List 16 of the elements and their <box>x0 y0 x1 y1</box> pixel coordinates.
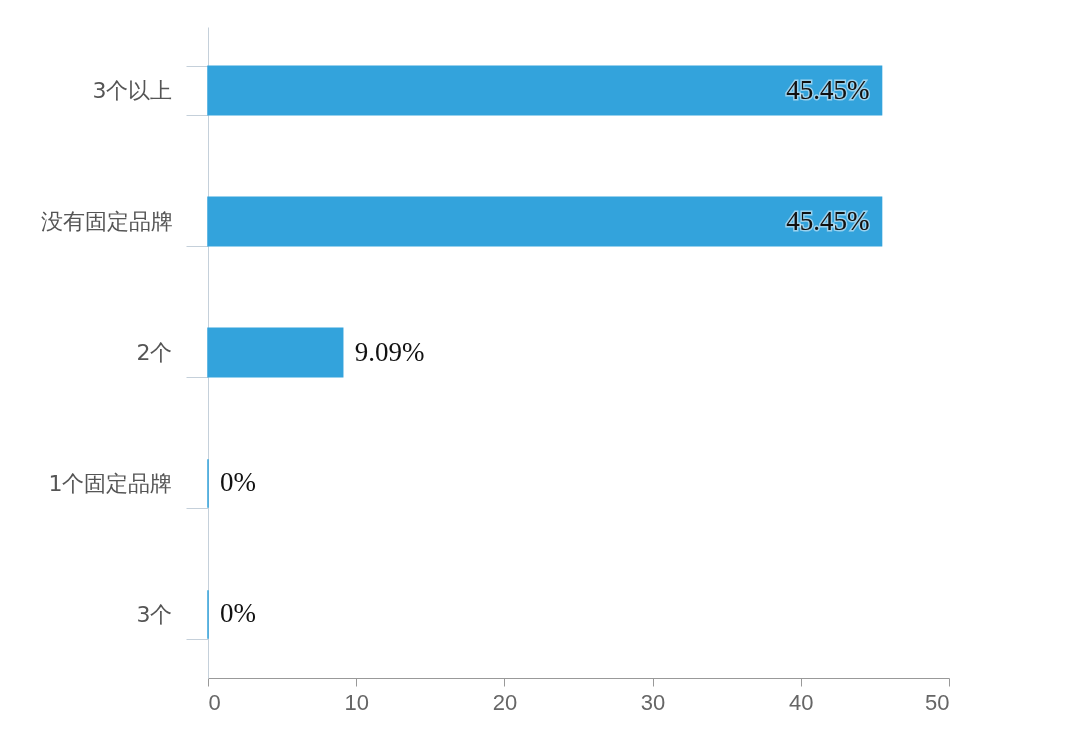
data-label: 0% <box>220 467 256 498</box>
data-label: 0% <box>220 598 256 629</box>
data-label: 45.45% <box>786 74 870 105</box>
y-tick-label: 3个 <box>136 601 173 627</box>
x-tick-label: 10 <box>344 689 369 715</box>
x-tick-label: 40 <box>789 689 814 715</box>
y-tick-label: 1个固定品牌 <box>48 470 173 496</box>
data-label: 9.09% <box>354 336 425 367</box>
y-tick-label: 没有固定品牌 <box>40 209 173 235</box>
data-label: 45.45% <box>786 205 870 236</box>
x-tick-label: 20 <box>492 689 518 715</box>
y-tick-label: 2个 <box>136 340 173 365</box>
y-tick-label: 3个以上 <box>92 78 173 104</box>
x-tick-label: 0 <box>208 689 221 715</box>
x-tick-label: 50 <box>925 689 950 715</box>
x-tick-label: 30 <box>640 689 666 715</box>
